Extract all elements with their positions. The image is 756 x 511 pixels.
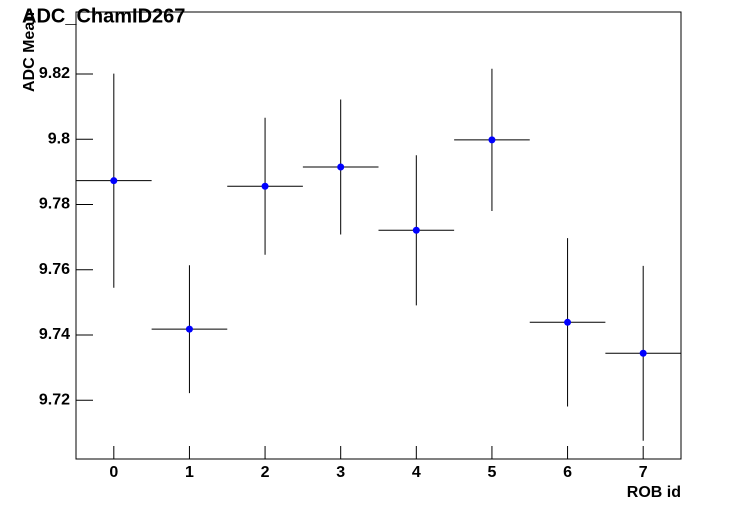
x-tick-label: 3: [336, 464, 345, 481]
x-tick-label: 0: [109, 464, 118, 481]
frame: [75, 11, 682, 460]
y-tick-label: 9.8: [48, 130, 70, 147]
y-tick-label: 9.74: [39, 326, 70, 343]
x-tick-label: 4: [412, 464, 421, 481]
point: [639, 349, 647, 357]
x-tick-label: 1: [185, 464, 194, 481]
x-tick-label: 7: [639, 464, 648, 481]
point: [185, 325, 193, 333]
x-axis-label: ROB id: [627, 484, 681, 501]
y-tick-label: 9.78: [39, 196, 70, 213]
chart-title: ADC_ChamID267: [22, 5, 185, 27]
x-tick-label: 6: [563, 464, 572, 481]
y-axis-label: ADC Mean: [21, 12, 38, 92]
point: [488, 136, 496, 144]
point: [564, 318, 572, 326]
y-tick-label: 9.72: [39, 391, 70, 408]
point: [261, 182, 269, 190]
y-tick-label: 9.76: [39, 261, 70, 278]
point: [110, 177, 118, 185]
y-tick-label: 9.82: [39, 65, 70, 82]
point: [337, 163, 345, 171]
x-tick-label: 2: [261, 464, 270, 481]
point: [412, 226, 420, 234]
x-tick-label: 5: [487, 464, 496, 481]
